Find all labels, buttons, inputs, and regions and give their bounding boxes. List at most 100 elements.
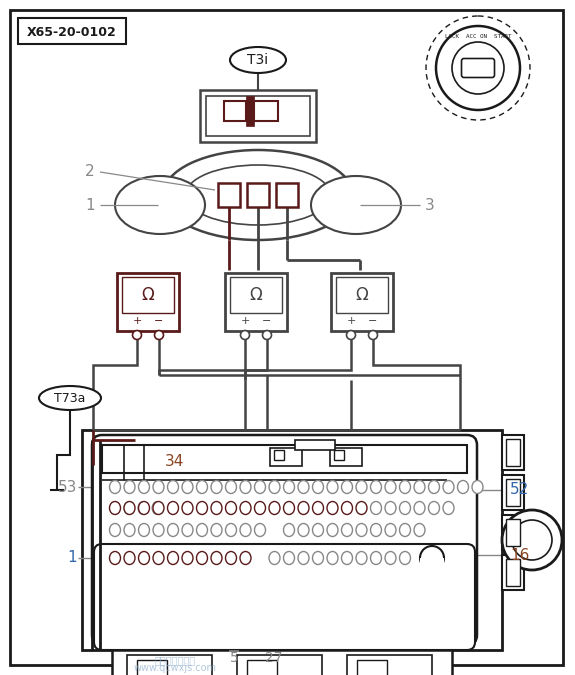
Bar [330,448,362,466]
Ellipse shape [327,481,338,493]
Ellipse shape [197,481,208,493]
Ellipse shape [385,524,396,537]
Bar [502,435,524,470]
Ellipse shape [255,481,266,493]
Ellipse shape [385,481,396,493]
Ellipse shape [197,502,208,514]
Ellipse shape [312,524,324,537]
Ellipse shape [152,502,162,514]
Bar [112,650,452,675]
Text: −: − [262,316,272,326]
Ellipse shape [414,524,425,537]
Bar [230,277,282,313]
Ellipse shape [283,502,294,514]
Ellipse shape [197,551,208,564]
Ellipse shape [385,551,396,564]
Ellipse shape [167,524,178,537]
Ellipse shape [240,502,251,514]
Bar [18,18,126,44]
Ellipse shape [109,481,121,493]
Ellipse shape [400,551,411,564]
Ellipse shape [197,524,208,537]
Bar [336,277,388,313]
Bar [117,273,179,331]
Bar [334,450,344,460]
Ellipse shape [327,524,338,537]
Ellipse shape [225,551,236,564]
Bar [331,273,393,331]
Text: 34: 34 [166,454,185,470]
Ellipse shape [153,481,164,493]
Ellipse shape [342,502,352,514]
Ellipse shape [230,47,286,73]
Ellipse shape [109,524,121,537]
Ellipse shape [182,481,193,493]
Ellipse shape [211,481,222,493]
Circle shape [155,331,163,340]
Bar [206,96,310,136]
Text: T3i: T3i [247,53,269,67]
Bar [506,559,520,586]
Ellipse shape [124,502,135,514]
Ellipse shape [182,502,193,514]
Text: 5: 5 [229,651,239,665]
Bar [200,90,316,142]
Ellipse shape [153,524,164,537]
Bar [247,183,269,207]
Ellipse shape [182,524,193,537]
Ellipse shape [124,502,134,514]
Circle shape [369,331,378,340]
Ellipse shape [240,481,251,493]
Ellipse shape [356,524,367,537]
Text: 1: 1 [85,198,95,213]
Bar [102,445,467,473]
Bar [506,439,520,466]
Bar [247,660,277,675]
Ellipse shape [186,165,331,225]
Circle shape [132,331,141,340]
Text: −: − [369,316,378,326]
Ellipse shape [356,481,367,493]
FancyBboxPatch shape [94,544,475,650]
Text: LOCK  ACC ON  START: LOCK ACC ON START [444,34,511,40]
Ellipse shape [240,524,251,537]
Text: 2: 2 [85,165,95,180]
Bar [274,450,284,460]
Ellipse shape [167,481,178,493]
Ellipse shape [255,524,266,537]
Bar [237,655,322,675]
Bar [225,273,287,331]
Bar [254,101,278,121]
Ellipse shape [283,551,294,564]
Ellipse shape [370,502,381,514]
Ellipse shape [400,502,411,514]
Bar [246,96,254,126]
Ellipse shape [428,502,439,514]
Ellipse shape [428,481,439,493]
Ellipse shape [153,551,164,564]
Text: Ω: Ω [355,286,369,304]
Ellipse shape [298,551,309,564]
Ellipse shape [414,481,425,493]
Ellipse shape [109,551,121,564]
Text: −: − [154,316,164,326]
Ellipse shape [124,551,135,564]
Ellipse shape [342,481,352,493]
Ellipse shape [167,551,178,564]
Circle shape [420,546,444,570]
Ellipse shape [124,524,135,537]
Text: www.qcwxjs.com: www.qcwxjs.com [133,663,217,673]
Ellipse shape [298,502,309,514]
Bar [122,277,174,313]
Bar [420,558,444,572]
Bar [224,101,246,121]
Ellipse shape [39,386,101,410]
Text: +: + [346,316,356,326]
Ellipse shape [225,502,236,514]
Ellipse shape [311,176,401,234]
Ellipse shape [327,551,338,564]
Bar [502,555,524,590]
Bar [502,515,524,550]
Ellipse shape [356,502,367,514]
Circle shape [436,26,520,110]
